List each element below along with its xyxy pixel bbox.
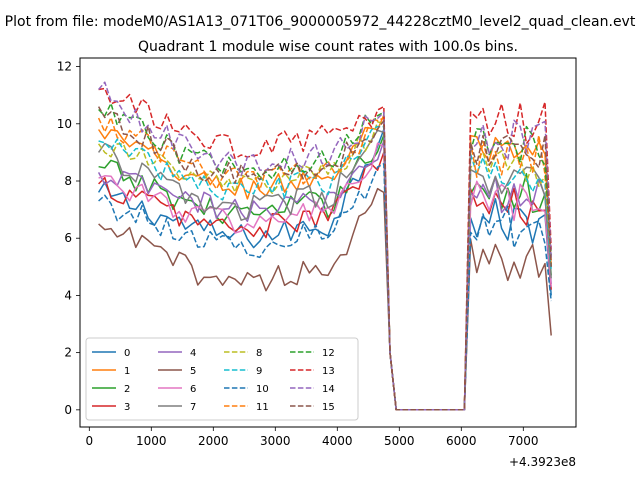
legend-label-13: 13 <box>322 366 335 377</box>
legend-label-1: 1 <box>124 366 130 377</box>
legend-label-3: 3 <box>124 402 130 413</box>
legend-label-0: 0 <box>124 348 130 359</box>
legend-label-7: 7 <box>190 402 196 413</box>
legend-label-6: 6 <box>190 384 196 395</box>
x-tick-label-3: 3000 <box>260 434 291 448</box>
legend-frame <box>85 337 359 421</box>
x-tick-label-7: 7000 <box>508 434 539 448</box>
y-tick-label-0: 0 <box>64 403 72 417</box>
legend-label-10: 10 <box>256 384 269 395</box>
series-line-3 <box>98 151 552 411</box>
x-tick-label-1: 1000 <box>136 434 167 448</box>
series-line-15 <box>97 106 552 411</box>
y-tick-label-2: 4 <box>64 288 72 302</box>
series-line-13 <box>98 87 552 411</box>
series-line-9 <box>98 125 552 411</box>
x-tick-label-6: 6000 <box>446 434 477 448</box>
series-line-12 <box>98 102 552 411</box>
y-tick-label-3: 6 <box>64 231 72 245</box>
series-line-2 <box>98 134 552 411</box>
legend-label-8: 8 <box>256 348 262 359</box>
series-line-7 <box>97 129 552 411</box>
legend-label-4: 4 <box>190 348 196 359</box>
y-tick-label-6: 12 <box>57 60 72 74</box>
x-tick-label-5: 5000 <box>384 434 415 448</box>
y-tick-label-1: 2 <box>64 346 72 360</box>
series-line-4 <box>97 140 552 411</box>
legend-label-14: 14 <box>322 384 335 395</box>
x-offset-label: +4.3923e8 <box>509 455 576 469</box>
x-tick-label-2: 2000 <box>198 434 229 448</box>
series-line-10 <box>98 163 552 411</box>
series-line-8 <box>97 121 552 411</box>
x-tick-label-0: 0 <box>85 434 93 448</box>
series-line-5 <box>98 187 552 411</box>
legend-label-15: 15 <box>322 402 335 413</box>
series-line-14 <box>98 81 552 411</box>
figure-suptitle: Plot from file: modeM0/AS1A13_071T06_900… <box>5 14 636 30</box>
legend-label-11: 11 <box>256 402 269 413</box>
y-tick-label-4: 8 <box>64 174 72 188</box>
series-layer <box>97 81 552 411</box>
y-tick-label-5: 10 <box>57 117 72 131</box>
legend-label-2: 2 <box>124 384 130 395</box>
legend-label-9: 9 <box>256 366 262 377</box>
legend-label-5: 5 <box>190 366 196 377</box>
legend-label-12: 12 <box>322 348 335 359</box>
x-tick-label-4: 4000 <box>322 434 353 448</box>
series-line-0 <box>97 128 552 411</box>
chart-title: Quadrant 1 module wise count rates with … <box>138 39 518 55</box>
series-line-6 <box>98 142 552 411</box>
